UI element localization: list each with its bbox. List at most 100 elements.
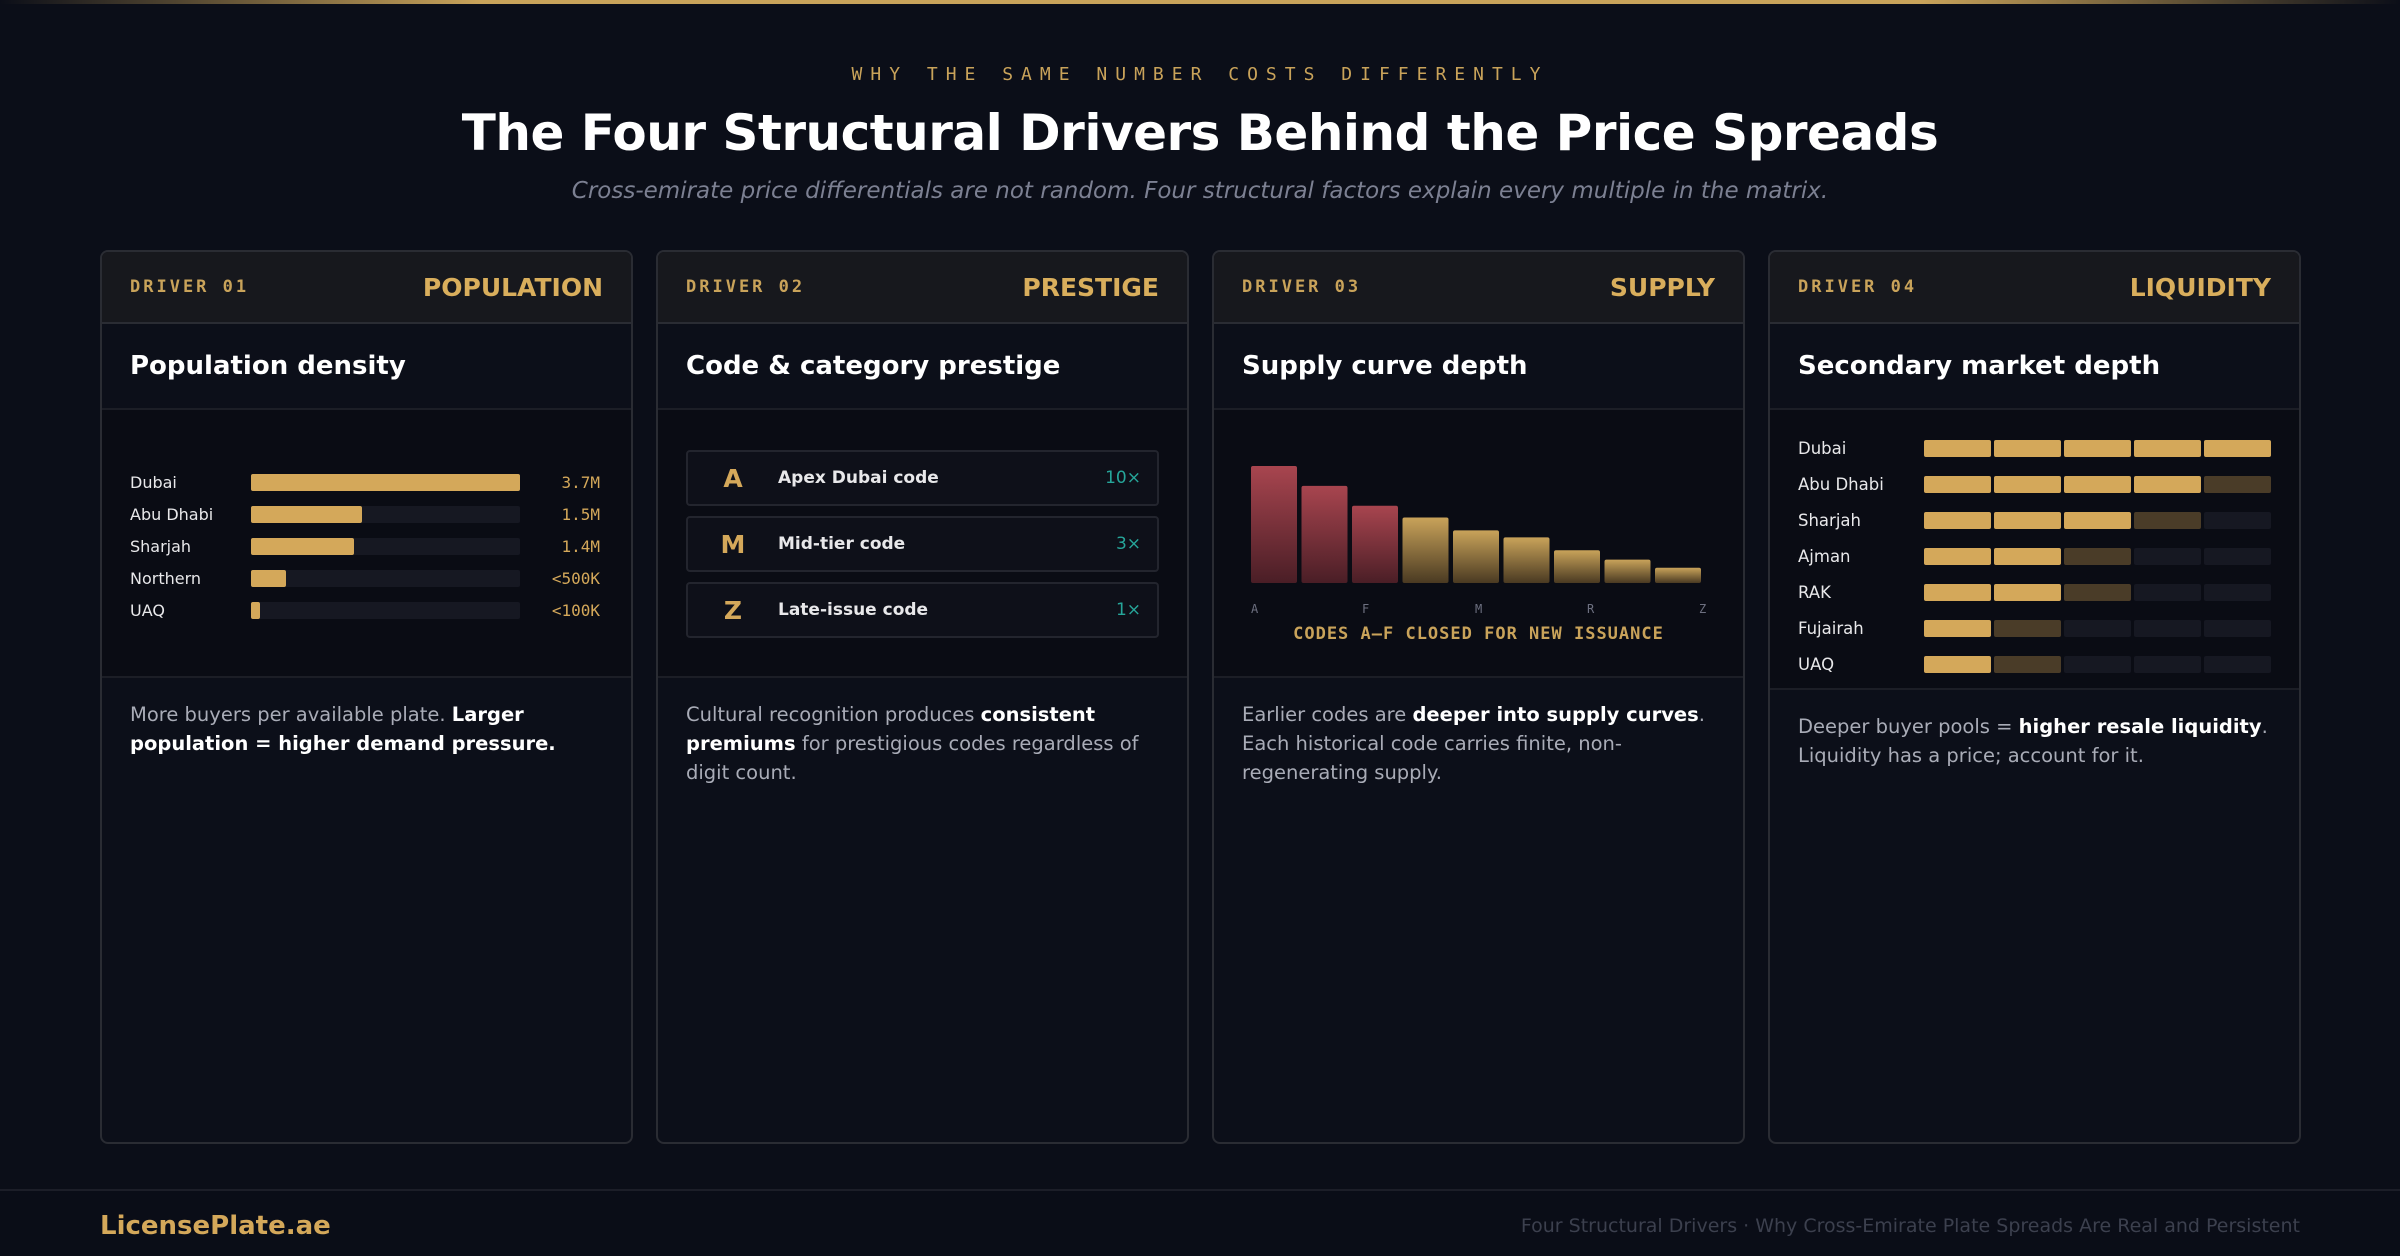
driver-number: DRIVER 01: [130, 277, 250, 297]
liquidity-label: RAK: [1798, 582, 1831, 602]
desc-emphasis: Larger population = higher demand pressu…: [130, 703, 556, 755]
liquidity-segment: [1924, 655, 1991, 673]
supply-tick-label: Z: [1699, 602, 1707, 616]
driver-tag: POPULATION: [422, 272, 603, 302]
tier-multiplier: 10×: [1105, 468, 1141, 488]
liquidity-label: Ajman: [1798, 546, 1851, 566]
liquidity-segment: [2134, 547, 2201, 565]
liquidity-segment: [2204, 439, 2271, 457]
driver-number: DRIVER 04: [1798, 277, 1918, 297]
liquidity-segment: [1924, 547, 1991, 565]
liquidity-meter: [1924, 619, 2271, 637]
population-row: Northern <500K: [130, 562, 600, 594]
desc-text: Deeper buyer pools =: [1798, 715, 2019, 738]
tier-label: Mid-tier code: [778, 534, 906, 554]
liquidity-segment: [2134, 655, 2201, 673]
population-value: 1.4M: [561, 536, 600, 556]
supply-bar-open: [1453, 530, 1499, 583]
liquidity-segment: [2204, 475, 2271, 493]
supply-bar-open: [1402, 517, 1449, 583]
liquidity-segment: [1924, 475, 1991, 493]
driver-cards: DRIVER 01 POPULATION Population density …: [100, 250, 2301, 1144]
population-track: [251, 537, 521, 555]
population-value: <100K: [551, 600, 600, 620]
card-description: More buyers per available plate. Larger …: [102, 678, 631, 780]
liquidity-label: UAQ: [1798, 654, 1835, 674]
liquidity-segment: [1994, 439, 2061, 457]
driver-card-supply: DRIVER 03 SUPPLY Supply curve depth CODE…: [1212, 250, 1745, 1144]
population-label: Northern: [130, 568, 202, 588]
card-title: Secondary market depth: [1770, 324, 2299, 410]
card-header: DRIVER 04 LIQUIDITY: [1770, 252, 2299, 324]
driver-number: DRIVER 02: [686, 277, 806, 297]
population-bar: [251, 473, 521, 491]
tier-letter: Z: [723, 595, 743, 625]
desc-text: More buyers per available plate.: [130, 703, 452, 726]
prestige-tiers: A Apex Dubai code 10× M Mid-tier code 3× Z Late…: [658, 410, 1187, 678]
population-value: <500K: [551, 568, 600, 588]
desc-emphasis: deeper into supply curves: [1412, 703, 1699, 726]
population-track: [251, 601, 521, 619]
driver-tag: PRESTIGE: [1022, 272, 1159, 302]
liquidity-row: RAK: [1798, 574, 2273, 610]
tier-multiplier: 1×: [1115, 600, 1141, 620]
population-track: [251, 473, 521, 491]
desc-text: Cultural recognition produces: [686, 703, 981, 726]
driver-number: DRIVER 03: [1242, 277, 1362, 297]
population-chart: Dubai 3.7M Abu Dhabi 1.5M Sharjah 1.4M Norther…: [102, 410, 631, 678]
liquidity-segment: [2134, 511, 2201, 529]
tier-list: A Apex Dubai code 10× M Mid-tier code 3× Z Late…: [686, 450, 1159, 648]
liquidity-segment: [2064, 619, 2131, 637]
supply-chart: CODES A–F CLOSED FOR NEW ISSUANCE A F M R Z: [1214, 410, 1743, 678]
liquidity-segment: [1994, 511, 2061, 529]
population-value: 3.7M: [561, 472, 600, 492]
supply-bar-closed: [1301, 485, 1348, 583]
liquidity-segment: [2204, 547, 2271, 565]
liquidity-segment: [2134, 439, 2201, 457]
liquidity-meter: [1924, 547, 2271, 565]
liquidity-segment: [1994, 475, 2061, 493]
brand-logo-text[interactable]: LicensePlate.ae: [100, 1211, 331, 1241]
liquidity-label: Fujairah: [1798, 618, 1864, 638]
supply-tick-label: A: [1251, 602, 1259, 616]
page-subtitle: Cross-emirate price differentials are no…: [571, 178, 1829, 204]
population-row: Sharjah 1.4M: [130, 530, 600, 562]
liquidity-label: Dubai: [1798, 438, 1847, 458]
liquidity-meter: [1924, 511, 2271, 529]
liquidity-row: Dubai: [1798, 430, 2273, 466]
desc-text-end: for prestigious codes regardless of digi…: [686, 732, 1139, 784]
top-accent-line: [0, 0, 2400, 4]
liquidity-segment: [1924, 439, 1991, 457]
population-label: Abu Dhabi: [130, 504, 214, 524]
section-eyebrow: WHY THE SAME NUMBER COSTS DIFFERENTLY: [851, 64, 1549, 85]
liquidity-segment: [2134, 583, 2201, 601]
population-value: 1.5M: [561, 504, 600, 524]
population-bar: [251, 505, 362, 523]
liquidity-segment: [2064, 583, 2131, 601]
desc-emphasis: higher resale liquidity: [2018, 715, 2262, 738]
liquidity-segment: [2204, 583, 2271, 601]
liquidity-segment: [2064, 511, 2131, 529]
liquidity-segment: [1994, 547, 2061, 565]
tier-label: Apex Dubai code: [778, 468, 939, 488]
population-rows: Dubai 3.7M Abu Dhabi 1.5M Sharjah 1.4M Norther…: [130, 466, 600, 626]
card-description: Earlier codes are deeper into supply cur…: [1214, 678, 1743, 809]
liquidity-row: UAQ: [1798, 646, 2273, 682]
population-bar: [251, 537, 354, 555]
liquidity-meter: [1924, 655, 2271, 673]
driver-tag: SUPPLY: [1609, 272, 1715, 302]
supply-bar-closed: [1352, 505, 1398, 583]
liquidity-row: Ajman: [1798, 538, 2273, 574]
liquidity-row: Fujairah: [1798, 610, 2273, 646]
tier-multiplier: 3×: [1115, 534, 1141, 554]
population-track: [251, 505, 521, 523]
population-label: Sharjah: [130, 536, 192, 556]
supply-bar-open: [1604, 559, 1651, 583]
supply-caption: CODES A–F CLOSED FOR NEW ISSUANCE: [1293, 624, 1664, 644]
liquidity-segment: [1994, 619, 2061, 637]
tier-row: A Apex Dubai code 10×: [686, 450, 1159, 506]
driver-card-population: DRIVER 01 POPULATION Population density …: [100, 250, 633, 1144]
card-description: Cultural recognition produces consistent…: [658, 678, 1187, 809]
supply-tick-label: R: [1587, 602, 1595, 616]
supply-bar-open: [1554, 550, 1600, 583]
